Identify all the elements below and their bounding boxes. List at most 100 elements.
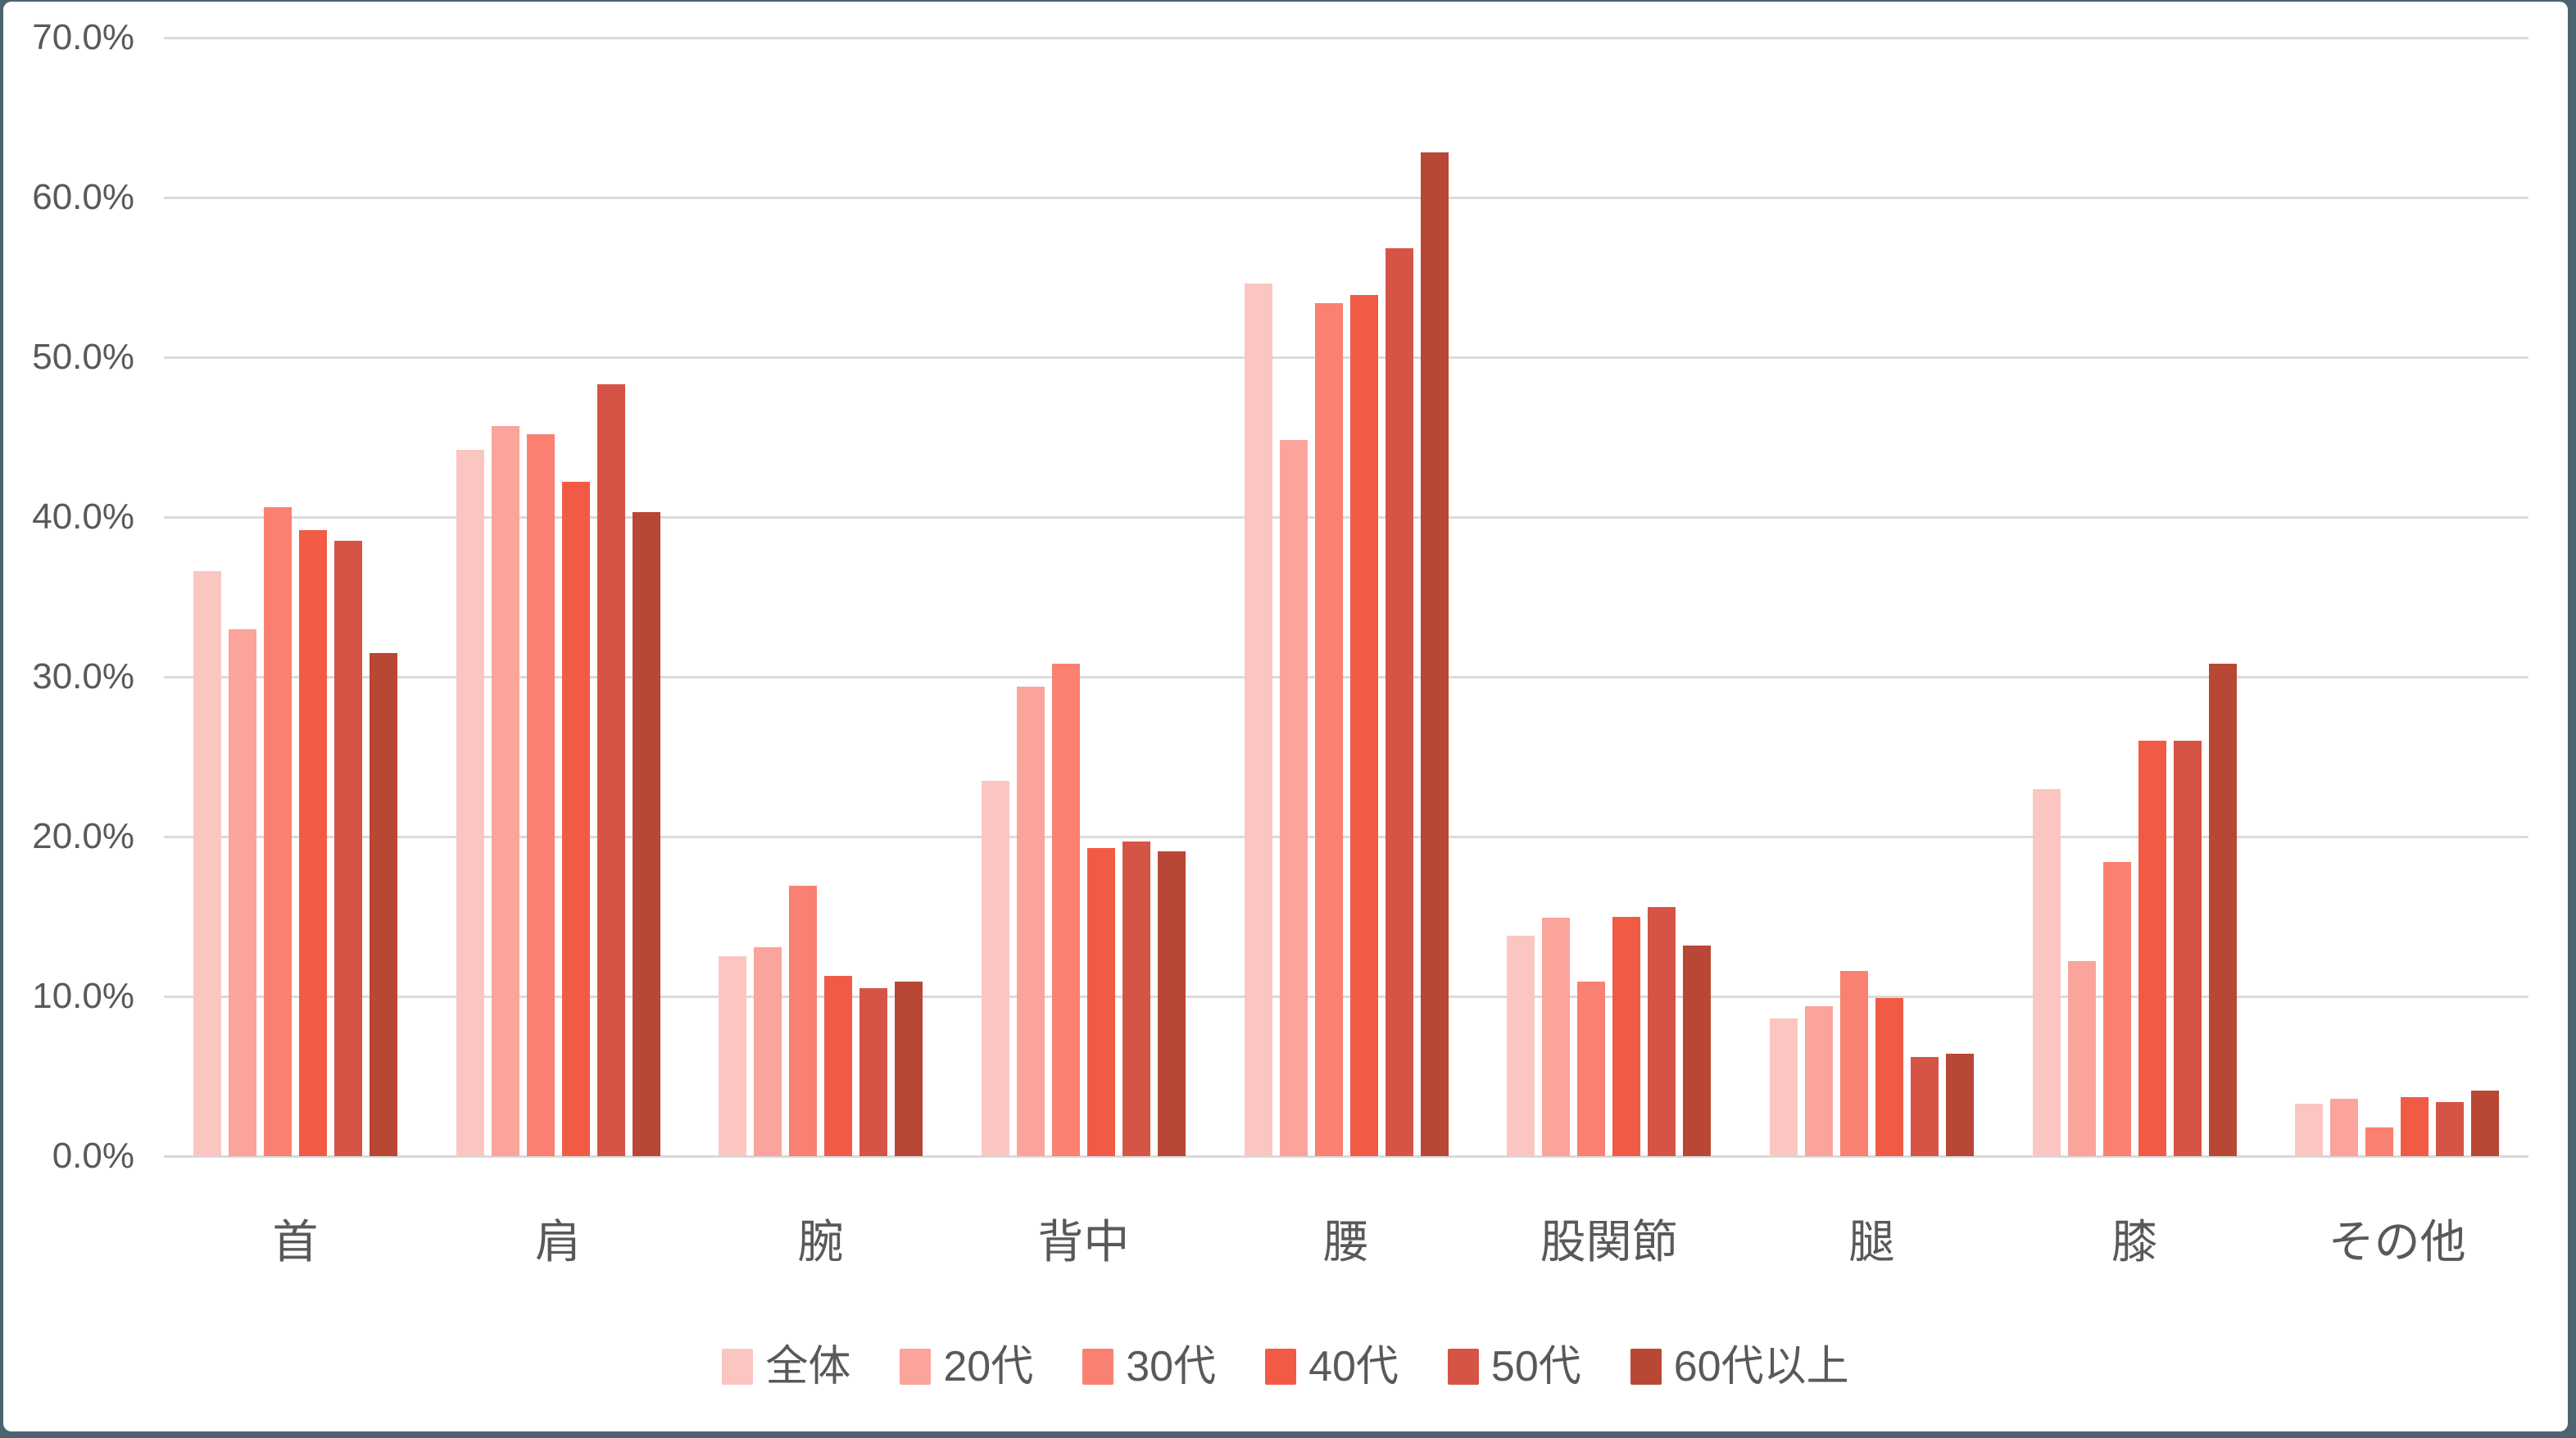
bar-腰-60代以上 xyxy=(1420,152,1449,1156)
bar-腰-全体 xyxy=(1244,284,1272,1156)
bar-その他-40代 xyxy=(2401,1096,2429,1156)
legend-swatch-icon xyxy=(722,1349,754,1385)
legend-swatch-icon xyxy=(900,1349,932,1385)
bar-背中-全体 xyxy=(981,780,1009,1156)
y-tick-label: 60.0% xyxy=(32,177,134,217)
bar-腰-50代 xyxy=(1385,248,1413,1156)
bar-背中-50代 xyxy=(1122,841,1150,1156)
bar-股関節-50代 xyxy=(1648,906,1676,1156)
bar-股関節-20代 xyxy=(1542,918,1571,1156)
legend-swatch-icon xyxy=(1265,1349,1297,1385)
bar-股関節-30代 xyxy=(1577,982,1606,1156)
gridline-10 xyxy=(164,996,2528,998)
bar-膝-50代 xyxy=(2173,741,2202,1156)
x-category-label: 背中 xyxy=(1037,1216,1130,1268)
y-tick-label: 30.0% xyxy=(32,656,134,696)
y-tick-label: 10.0% xyxy=(32,976,134,1016)
bar-肩-50代 xyxy=(596,384,625,1156)
legend-item-60代以上: 60代以上 xyxy=(1630,1345,1849,1388)
x-category-label: 腕 xyxy=(797,1216,844,1268)
bar-肩-全体 xyxy=(456,450,484,1156)
legend-label: 60代以上 xyxy=(1673,1343,1849,1390)
y-tick-label: 40.0% xyxy=(32,497,134,537)
bar-首-30代 xyxy=(263,507,292,1156)
bar-腿-20代 xyxy=(1804,1005,1833,1156)
legend-item-50代: 50代 xyxy=(1447,1343,1581,1390)
gridline-60 xyxy=(164,197,2528,199)
bar-首-60代以上 xyxy=(369,652,397,1156)
legend-label: 40代 xyxy=(1308,1343,1399,1390)
bar-腿-40代 xyxy=(1875,997,1903,1156)
x-category-label: 股関節 xyxy=(1540,1216,1678,1268)
y-tick-label: 0.0% xyxy=(52,1136,134,1176)
bar-腕-20代 xyxy=(754,946,782,1156)
bar-肩-20代 xyxy=(491,425,519,1156)
legend-label: 全体 xyxy=(765,1343,851,1390)
x-category-label: 腿 xyxy=(1848,1216,1895,1268)
bar-膝-全体 xyxy=(2032,788,2061,1156)
plot-area: 0.0% 10.0% 20.0% 30.0% 40.0% 50.0% 60.0% 70.0% 首… xyxy=(3,2,2568,1431)
gridline-50 xyxy=(164,356,2528,359)
bar-肩-40代 xyxy=(561,482,590,1156)
bar-肩-60代以上 xyxy=(632,512,660,1156)
legend-item-20代: 20代 xyxy=(900,1345,1033,1388)
bar-膝-60代以上 xyxy=(2208,664,2237,1156)
bar-腰-30代 xyxy=(1314,302,1343,1156)
legend-label: 20代 xyxy=(943,1343,1034,1390)
gridline-0 xyxy=(164,1155,2528,1158)
bar-その他-60代以上 xyxy=(2471,1091,2500,1156)
bar-腿-30代 xyxy=(1839,970,1868,1156)
x-category-label: 首 xyxy=(272,1216,319,1268)
bar-背中-20代 xyxy=(1016,686,1045,1156)
bar-肩-30代 xyxy=(526,433,555,1156)
bar-腕-60代以上 xyxy=(895,982,923,1156)
legend-item-30代: 30代 xyxy=(1082,1345,1216,1388)
bar-背中-40代 xyxy=(1086,847,1115,1156)
legend-label: 50代 xyxy=(1490,1343,1581,1390)
bar-背中-30代 xyxy=(1051,664,1080,1156)
bar-腕-40代 xyxy=(824,975,853,1156)
bar-股関節-60代以上 xyxy=(1683,945,1712,1156)
legend-item-全体: 全体 xyxy=(722,1345,850,1388)
bar-その他-20代 xyxy=(2330,1098,2359,1156)
legend-swatch-icon xyxy=(1082,1349,1114,1385)
bar-腰-20代 xyxy=(1279,440,1308,1156)
legend-swatch-icon xyxy=(1447,1349,1479,1385)
y-tick-label: 70.0% xyxy=(32,17,134,57)
chart-legend: 全体 20代 30代 40代 50代 60代以上 xyxy=(3,1345,2568,1388)
bar-膝-40代 xyxy=(2138,741,2166,1156)
y-tick-label: 20.0% xyxy=(32,816,134,856)
gridline-70 xyxy=(164,37,2528,39)
legend-label: 30代 xyxy=(1126,1343,1217,1390)
bar-その他-30代 xyxy=(2365,1127,2394,1156)
bar-首-全体 xyxy=(193,571,221,1156)
legend-item-40代: 40代 xyxy=(1265,1345,1399,1388)
gridline-30 xyxy=(164,676,2528,678)
bar-腰-40代 xyxy=(1349,294,1378,1156)
x-category-label: 膝 xyxy=(2111,1216,2157,1268)
bar-腕-50代 xyxy=(859,988,888,1156)
x-category-label: その他 xyxy=(2328,1216,2466,1268)
bar-腕-30代 xyxy=(789,886,818,1156)
legend-swatch-icon xyxy=(1630,1349,1662,1385)
gridline-40 xyxy=(164,516,2528,519)
bar-腿-60代以上 xyxy=(1945,1054,1974,1156)
x-category-label: 肩 xyxy=(534,1216,581,1268)
bar-腕-全体 xyxy=(719,956,747,1156)
bar-その他-50代 xyxy=(2436,1101,2465,1156)
bar-背中-60代以上 xyxy=(1157,851,1186,1156)
y-tick-label: 50.0% xyxy=(32,337,134,377)
bar-股関節-全体 xyxy=(1507,935,1535,1156)
chart-panel: 0.0% 10.0% 20.0% 30.0% 40.0% 50.0% 60.0% 70.0% 首… xyxy=(3,2,2568,1431)
bar-膝-30代 xyxy=(2102,862,2131,1156)
gridline-20 xyxy=(164,836,2528,838)
bar-その他-全体 xyxy=(2295,1103,2324,1156)
bar-首-20代 xyxy=(228,628,256,1156)
bar-首-40代 xyxy=(298,529,327,1156)
bar-股関節-40代 xyxy=(1612,916,1641,1156)
bar-膝-20代 xyxy=(2067,961,2096,1156)
bar-腿-50代 xyxy=(1910,1057,1939,1156)
bar-腿-全体 xyxy=(1769,1018,1798,1156)
x-category-label: 腰 xyxy=(1322,1216,1369,1268)
